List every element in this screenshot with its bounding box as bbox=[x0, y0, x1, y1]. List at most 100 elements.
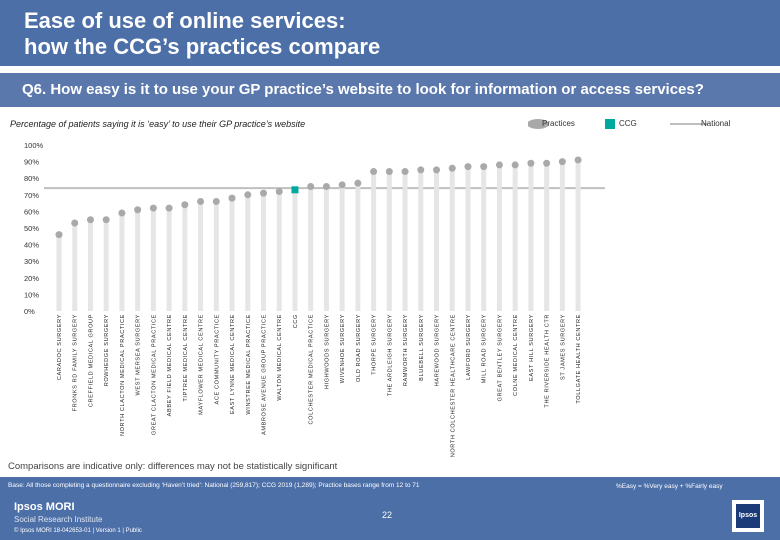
practice-point bbox=[212, 197, 220, 205]
ccg-marker bbox=[291, 186, 299, 194]
practice-point bbox=[433, 166, 441, 174]
ipsos-logo: Ipsos bbox=[732, 500, 764, 532]
practice-point bbox=[464, 163, 472, 171]
category-label: COLCHESTER MEDICAL PRACTICE bbox=[309, 314, 315, 424]
category-label: AMBROSE AVENUE GROUP PRACTICE bbox=[261, 314, 267, 435]
legend-national-label: National bbox=[701, 119, 731, 128]
y-tick-label: 20% bbox=[24, 274, 39, 283]
title-line-2: how the CCG’s practices compare bbox=[24, 34, 381, 59]
category-label: WEST MERSEA SURGERY bbox=[136, 314, 142, 395]
practice-point bbox=[511, 161, 519, 169]
category-label: BLUEBELL SURGERY bbox=[419, 314, 425, 381]
practice-point bbox=[574, 156, 582, 164]
y-tick-label: 80% bbox=[24, 174, 39, 183]
practice-point bbox=[448, 164, 456, 172]
brand-subtitle: Social Research Institute bbox=[14, 515, 103, 524]
category-label: WALTON MEDICAL CENTRE bbox=[277, 314, 283, 401]
category-label: EAST LYNNE MEDICAL CENTRE bbox=[230, 314, 236, 414]
legend-ccg-marker bbox=[605, 119, 615, 129]
page-title: Ease of use of online services: how the … bbox=[24, 8, 624, 60]
category-label: EAST HILL SURGERY bbox=[529, 314, 535, 381]
practice-point bbox=[134, 206, 142, 214]
header-bar bbox=[0, 0, 780, 66]
practice-point bbox=[259, 189, 267, 197]
chart-subtitle: Percentage of patients saying it is ‘eas… bbox=[10, 119, 306, 129]
practice-point bbox=[370, 168, 378, 176]
practice-point bbox=[102, 216, 110, 224]
practice-point bbox=[338, 181, 346, 189]
y-tick-label: 40% bbox=[24, 241, 39, 250]
practice-point bbox=[527, 159, 535, 167]
y-tick-label: 0% bbox=[24, 307, 35, 316]
practice-point bbox=[322, 183, 330, 190]
category-label: THE ARDLEIGH SURGERY bbox=[387, 314, 393, 396]
y-tick-label: 100% bbox=[24, 141, 44, 150]
y-tick-label: 60% bbox=[24, 207, 39, 216]
practice-point bbox=[197, 197, 205, 205]
category-label: ROWHEDGE SURGERY bbox=[104, 314, 110, 386]
brand-name: Ipsos MORI bbox=[14, 501, 75, 513]
question-bar bbox=[0, 73, 780, 107]
category-label: TOLLGATE HEALTH CENTRE bbox=[576, 314, 582, 404]
practice-point bbox=[417, 166, 425, 174]
practice-point bbox=[385, 168, 393, 176]
category-label: FRONKS RD FAMILY SURGERY bbox=[73, 314, 79, 411]
practice-point bbox=[275, 187, 283, 195]
ipsos-logo-text: Ipsos bbox=[736, 504, 760, 528]
legend-practices-marker bbox=[528, 119, 549, 129]
practice-point bbox=[228, 194, 236, 202]
practice-point bbox=[495, 161, 503, 169]
practice-point bbox=[149, 204, 157, 212]
practice-point bbox=[244, 191, 252, 199]
category-label: ACE COMMUNITY PRACTICE bbox=[214, 314, 220, 404]
practice-point bbox=[401, 168, 409, 176]
category-label: ST JAMES SURGERY bbox=[560, 314, 566, 380]
y-tick-label: 10% bbox=[24, 290, 39, 299]
category-label: WIVENHOE SURGERY bbox=[340, 314, 346, 383]
legend-ccg-label: CCG bbox=[619, 119, 637, 128]
question-text: Q6. How easy is it to use your GP practi… bbox=[22, 81, 704, 98]
practice-point bbox=[543, 159, 551, 167]
y-tick-label: 50% bbox=[24, 224, 39, 233]
category-label: HIGHWOODS SURGERY bbox=[324, 314, 330, 389]
practice-point bbox=[118, 209, 126, 217]
category-label: NORTH COLCHESTER HEALTHCARE CENTRE bbox=[450, 314, 456, 457]
footer-bar bbox=[0, 477, 780, 540]
category-label: MILL ROAD SURGERY bbox=[482, 314, 488, 383]
y-tick-label: 90% bbox=[24, 158, 39, 167]
legend bbox=[528, 119, 708, 129]
chart: 0% 10% 20% 30% 40% 50% 60% 70% 80% 90% 100% CARADOC… bbox=[24, 141, 605, 457]
category-label: TIPTREE MEDICAL CENTRE bbox=[183, 314, 189, 402]
practice-point bbox=[354, 179, 362, 187]
practice-point bbox=[181, 201, 189, 209]
category-label: MAYFLOWER MEDICAL CENTRE bbox=[199, 314, 205, 415]
category-label: RAMWORTH SURGERY bbox=[403, 314, 409, 386]
y-tick-label: 70% bbox=[24, 191, 39, 200]
category-label: COLNE MEDICAL CENTRE bbox=[513, 314, 519, 396]
base-note: Base: All those completing a questionnai… bbox=[8, 482, 420, 489]
category-label: THORPE SURGERY bbox=[372, 314, 378, 375]
category-label: THE RIVERSIDE HEALTH CTR bbox=[545, 314, 551, 408]
practice-point bbox=[165, 204, 173, 212]
category-label: GREAT CLACTON MEDICAL PRACTICE bbox=[151, 314, 157, 435]
practice-point bbox=[558, 158, 566, 166]
practice-point bbox=[480, 163, 488, 171]
practice-point bbox=[55, 231, 63, 239]
category-label: CREFFIELD MEDICAL GROUP bbox=[88, 314, 94, 407]
category-label: HAREWOOD SURGERY bbox=[435, 314, 441, 386]
easy-definition: %Easy = %Very easy + %Fairly easy bbox=[616, 483, 723, 490]
significance-note: Comparisons are indicative only: differe… bbox=[8, 461, 338, 472]
category-label: WINSTREE MEDICAL PRACTICE bbox=[246, 314, 252, 415]
legend-practices-label: Practices bbox=[542, 119, 575, 128]
category-label: CARADOC SURGERY bbox=[57, 314, 63, 380]
category-label: CCG bbox=[293, 314, 299, 328]
category-label: LAWFORD SURGERY bbox=[466, 314, 472, 380]
practice-point bbox=[71, 219, 79, 227]
practice-point bbox=[86, 216, 94, 224]
category-label: GREAT BENTLEY SURGERY bbox=[497, 314, 503, 401]
y-tick-label: 30% bbox=[24, 257, 39, 266]
practice-point bbox=[307, 183, 315, 190]
page-number: 22 bbox=[382, 510, 393, 520]
copyright: © Ipsos MORI 18-042653-01 | Version 1 | … bbox=[14, 528, 142, 534]
category-label: NORTH CLACTON MEDICAL PRACTICE bbox=[120, 314, 126, 436]
